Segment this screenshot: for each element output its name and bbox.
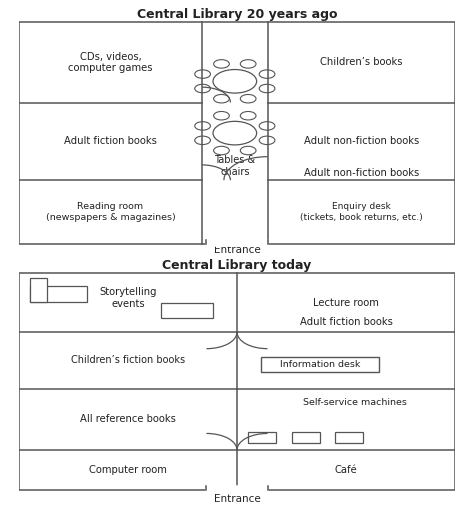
Text: Adult fiction books: Adult fiction books [64,136,157,146]
Bar [207,240,267,246]
Bar [335,432,364,443]
Text: Enquiry desk
(tickets, book returns, etc.): Enquiry desk (tickets, book returns, etc… [300,202,423,222]
Bar [261,357,379,372]
Text: CDs, videos,
computer games: CDs, videos, computer games [68,52,153,73]
Bar [207,486,267,493]
Text: Sofa: Sofa [177,306,196,315]
Text: Sofa: Sofa [49,289,68,298]
Bar [161,303,213,318]
Text: Information desk: Information desk [280,360,360,369]
Text: Storytelling
events: Storytelling events [99,287,157,309]
Bar [292,432,320,443]
Text: Computer room: Computer room [89,465,167,475]
Text: Café: Café [335,465,357,475]
Text: Adult fiction books: Adult fiction books [300,317,392,327]
Text: All reference books: All reference books [80,414,176,424]
Text: Central Library today: Central Library today [163,259,311,271]
Text: Central Library 20 years ago: Central Library 20 years ago [137,8,337,20]
Text: Children’s fiction books: Children’s fiction books [71,355,185,366]
Bar [30,278,47,302]
Text: Lecture room: Lecture room [313,298,379,308]
Text: Adult non-fiction books: Adult non-fiction books [304,168,419,178]
Text: Entrance: Entrance [214,495,260,504]
Bar [30,286,87,302]
Bar [248,432,276,443]
Text: Adult non-fiction books: Adult non-fiction books [304,136,419,146]
Text: Entrance: Entrance [214,245,260,254]
Text: Reading room
(newspapers & magazines): Reading room (newspapers & magazines) [46,202,175,222]
Text: Self-service machines: Self-service machines [303,398,407,408]
Text: Tables &
chairs: Tables & chairs [214,155,255,177]
Text: Children’s books: Children’s books [320,57,402,68]
